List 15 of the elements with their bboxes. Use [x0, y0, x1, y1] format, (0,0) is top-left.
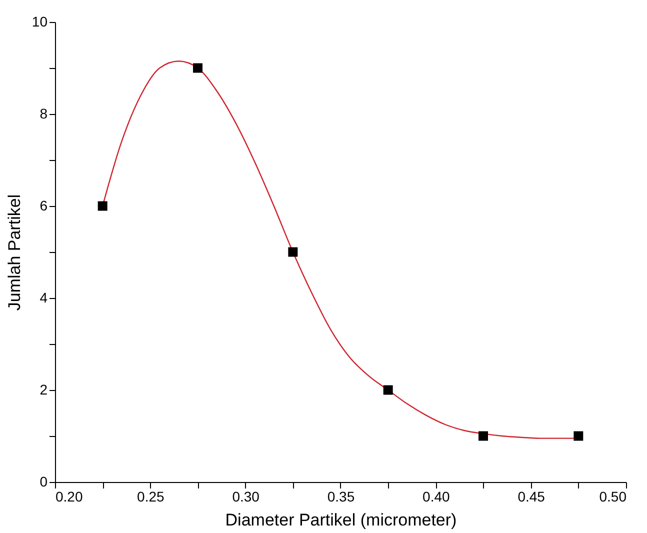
y-tick-label: 10 [32, 14, 48, 30]
x-tick-label: 0.45 [518, 488, 546, 504]
y-tick-label: 8 [40, 106, 48, 122]
x-tick-label: 0.40 [422, 488, 450, 504]
y-tick-label: 0 [40, 474, 48, 490]
y-axis-title: Jumlah Partikel [4, 194, 24, 311]
x-tick-label: 0.20 [56, 488, 83, 504]
y-tick-label: 4 [40, 290, 48, 306]
x-tick-label: 0.25 [137, 488, 165, 504]
y-tick-label: 2 [40, 382, 48, 398]
x-axis-title: Diameter Partikel (micrometer) [225, 510, 457, 530]
x-tick-label: 0.30 [232, 488, 260, 504]
x-tick-label: 0.35 [327, 488, 355, 504]
y-tick-label: 6 [40, 198, 48, 214]
x-tick-label: 0.50 [599, 488, 627, 504]
